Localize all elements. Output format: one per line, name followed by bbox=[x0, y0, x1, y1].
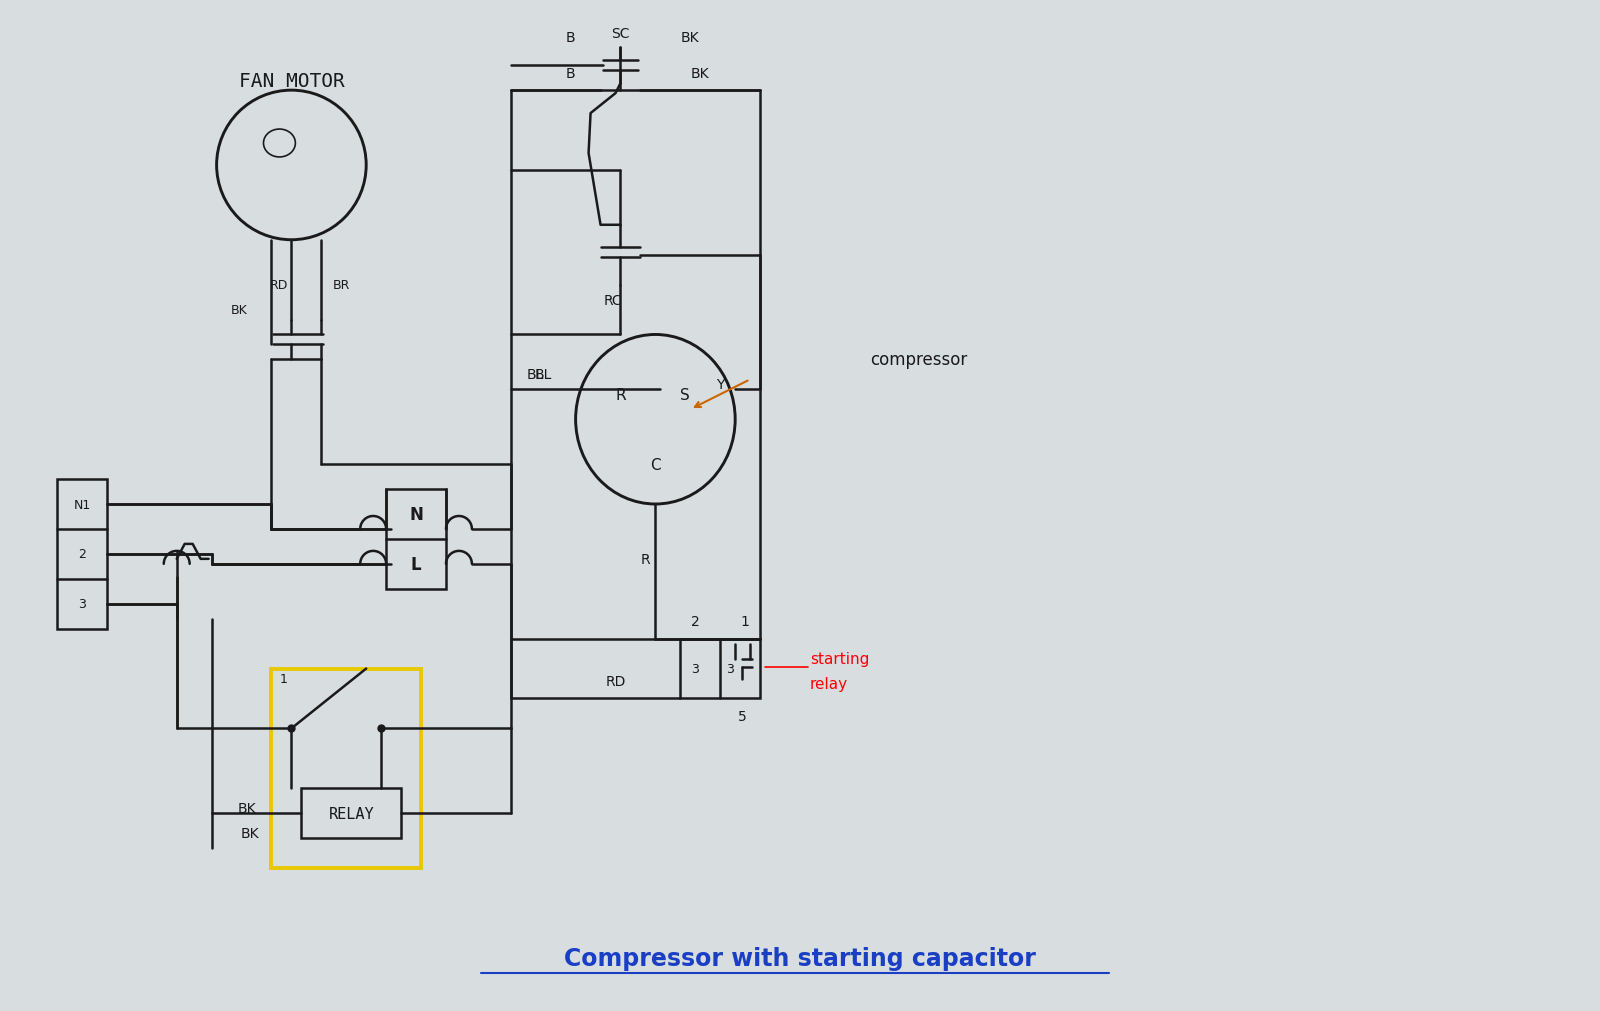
Text: RD: RD bbox=[270, 279, 288, 292]
Text: 3: 3 bbox=[78, 598, 86, 611]
Text: SC: SC bbox=[611, 27, 630, 41]
Text: BK: BK bbox=[237, 802, 256, 815]
Text: B: B bbox=[566, 67, 576, 81]
Text: BK: BK bbox=[240, 826, 259, 840]
Text: BL: BL bbox=[526, 368, 544, 382]
Text: BR: BR bbox=[333, 279, 350, 292]
Text: C: C bbox=[650, 457, 661, 472]
Bar bbox=[386, 489, 446, 589]
Text: 3: 3 bbox=[726, 662, 734, 675]
Bar bbox=[680, 639, 760, 699]
Text: compressor: compressor bbox=[870, 351, 966, 369]
Text: starting: starting bbox=[810, 651, 869, 666]
Text: RD: RD bbox=[605, 674, 626, 687]
Text: N: N bbox=[410, 506, 422, 524]
Text: RELAY: RELAY bbox=[328, 806, 374, 821]
Text: R: R bbox=[614, 387, 626, 402]
Text: Compressor with starting capacitor: Compressor with starting capacitor bbox=[565, 946, 1035, 970]
Text: 2: 2 bbox=[78, 548, 86, 561]
Text: RC: RC bbox=[603, 293, 622, 307]
Bar bbox=[272, 669, 421, 868]
Text: Y: Y bbox=[717, 378, 725, 392]
Text: 2: 2 bbox=[691, 614, 699, 628]
Text: N1: N1 bbox=[74, 498, 91, 511]
Text: BL: BL bbox=[534, 368, 552, 382]
Text: 1: 1 bbox=[741, 614, 749, 628]
Text: S: S bbox=[680, 387, 690, 402]
Text: BK: BK bbox=[230, 303, 248, 316]
Text: 5: 5 bbox=[738, 710, 747, 724]
Text: B: B bbox=[566, 31, 576, 45]
Text: FAN MOTOR: FAN MOTOR bbox=[238, 72, 344, 91]
Bar bbox=[301, 789, 402, 838]
Text: 1: 1 bbox=[280, 672, 288, 685]
Text: L: L bbox=[411, 555, 421, 573]
Text: relay: relay bbox=[810, 676, 848, 692]
Bar bbox=[58, 479, 107, 629]
Text: R: R bbox=[640, 552, 650, 566]
Text: BK: BK bbox=[682, 31, 699, 45]
Text: 3: 3 bbox=[691, 662, 699, 675]
Text: BK: BK bbox=[691, 67, 709, 81]
